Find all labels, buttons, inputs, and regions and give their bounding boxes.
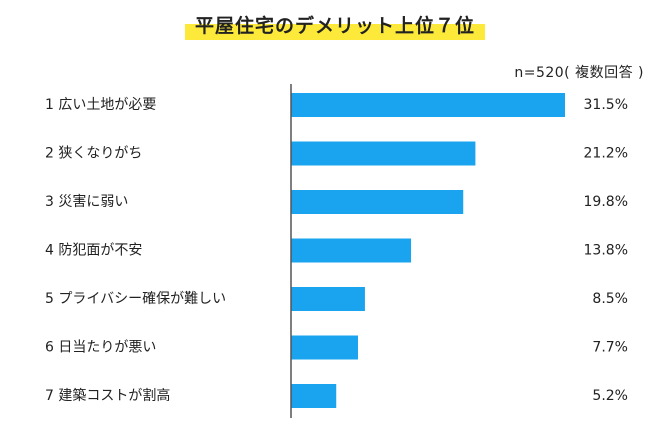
- bar-6: [291, 335, 358, 360]
- category-label-7: 7 建築コストが割高: [45, 387, 170, 404]
- bar-2: [291, 141, 476, 166]
- category-label-1: 1 広い土地が必要: [45, 97, 156, 113]
- value-label-5: 8.5%: [592, 291, 628, 307]
- value-label-7: 5.2%: [592, 388, 628, 404]
- value-label-2: 21.2%: [584, 146, 628, 162]
- sample-note: n=520( 複数回答 ): [514, 65, 644, 81]
- bar-1: [291, 93, 565, 117]
- category-label-6: 6 日当たりが悪い: [45, 340, 156, 356]
- chart-title: 平屋住宅のデメリット上位７位: [184, 12, 485, 40]
- bar-7: [291, 384, 337, 408]
- category-label-5: 5 プライバシー確保が難しい: [45, 291, 226, 307]
- category-label-3: 3 災害に弱い: [45, 194, 128, 210]
- value-label-4: 13.8%: [584, 243, 628, 259]
- chart-title-wrap: 平屋住宅のデメリット上位７位: [0, 12, 670, 40]
- category-label-2: 2 狭くなりがち: [45, 146, 142, 162]
- chart-title-text: 平屋住宅のデメリット上位７位: [194, 15, 475, 37]
- category-label-4: 4 防犯面が不安: [45, 243, 142, 259]
- bar-3: [291, 190, 464, 214]
- value-label-3: 19.8%: [584, 194, 628, 210]
- value-label-1: 31.5%: [584, 97, 628, 113]
- bar-4: [291, 238, 412, 263]
- value-label-6: 7.7%: [592, 340, 628, 356]
- bar-5: [291, 287, 365, 311]
